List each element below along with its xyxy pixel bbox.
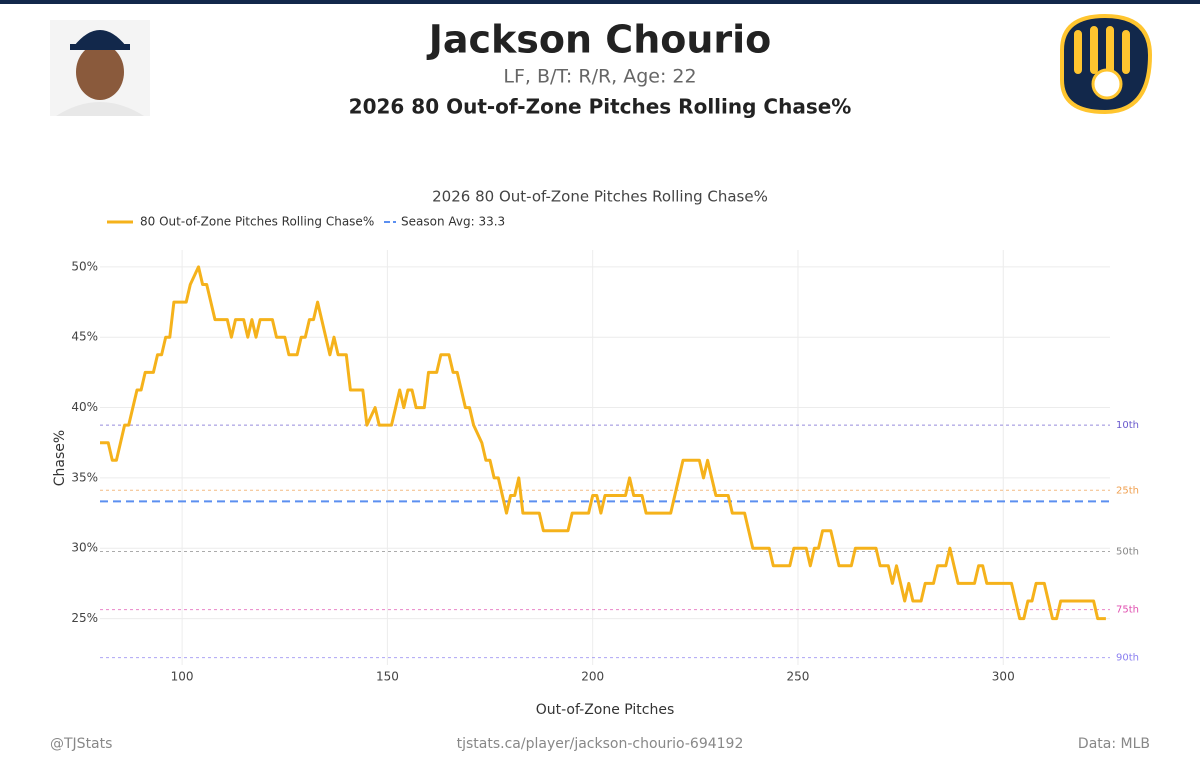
- y-axis-label: Chase%: [52, 430, 68, 486]
- x-tick-label: 300: [992, 670, 1015, 684]
- percentile-label: 75th: [1116, 605, 1139, 616]
- footer-left: @TJStats: [50, 736, 112, 752]
- y-tick-label: 35%: [71, 470, 98, 484]
- data-line: [100, 265, 1106, 621]
- x-axis-label: Out-of-Zone Pitches: [536, 702, 675, 718]
- team-logo: [1060, 13, 1153, 115]
- percentile-label: 25th: [1116, 485, 1139, 496]
- x-tick-label: 200: [581, 670, 604, 684]
- percentile-label: 90th: [1116, 653, 1139, 664]
- footer-center: tjstats.ca/player/jackson-chourio-694192: [457, 736, 744, 752]
- percentile-label: 10th: [1116, 420, 1139, 431]
- legend-label: 80 Out-of-Zone Pitches Rolling Chase%: [140, 215, 374, 229]
- top-bar: [0, 0, 1200, 4]
- player-subtitle: LF, B/T: R/R, Age: 22: [503, 66, 696, 88]
- page-title: 2026 80 Out-of-Zone Pitches Rolling Chas…: [349, 95, 852, 119]
- footer-right: Data: MLB: [1078, 736, 1150, 752]
- y-tick-label: 40%: [71, 400, 98, 414]
- x-tick-label: 100: [171, 670, 194, 684]
- y-tick-label: 25%: [71, 611, 98, 625]
- percentile-label: 50th: [1116, 546, 1139, 557]
- x-tick-label: 250: [787, 670, 810, 684]
- y-tick-label: 45%: [71, 330, 98, 344]
- chart-title: 2026 80 Out-of-Zone Pitches Rolling Chas…: [432, 188, 768, 206]
- legend-label: Season Avg: 33.3: [401, 215, 505, 229]
- player-photo: [50, 20, 150, 116]
- x-tick-label: 150: [376, 670, 399, 684]
- y-tick-label: 30%: [71, 541, 98, 555]
- player-name: Jackson Chourio: [426, 18, 772, 62]
- y-tick-label: 50%: [71, 259, 98, 273]
